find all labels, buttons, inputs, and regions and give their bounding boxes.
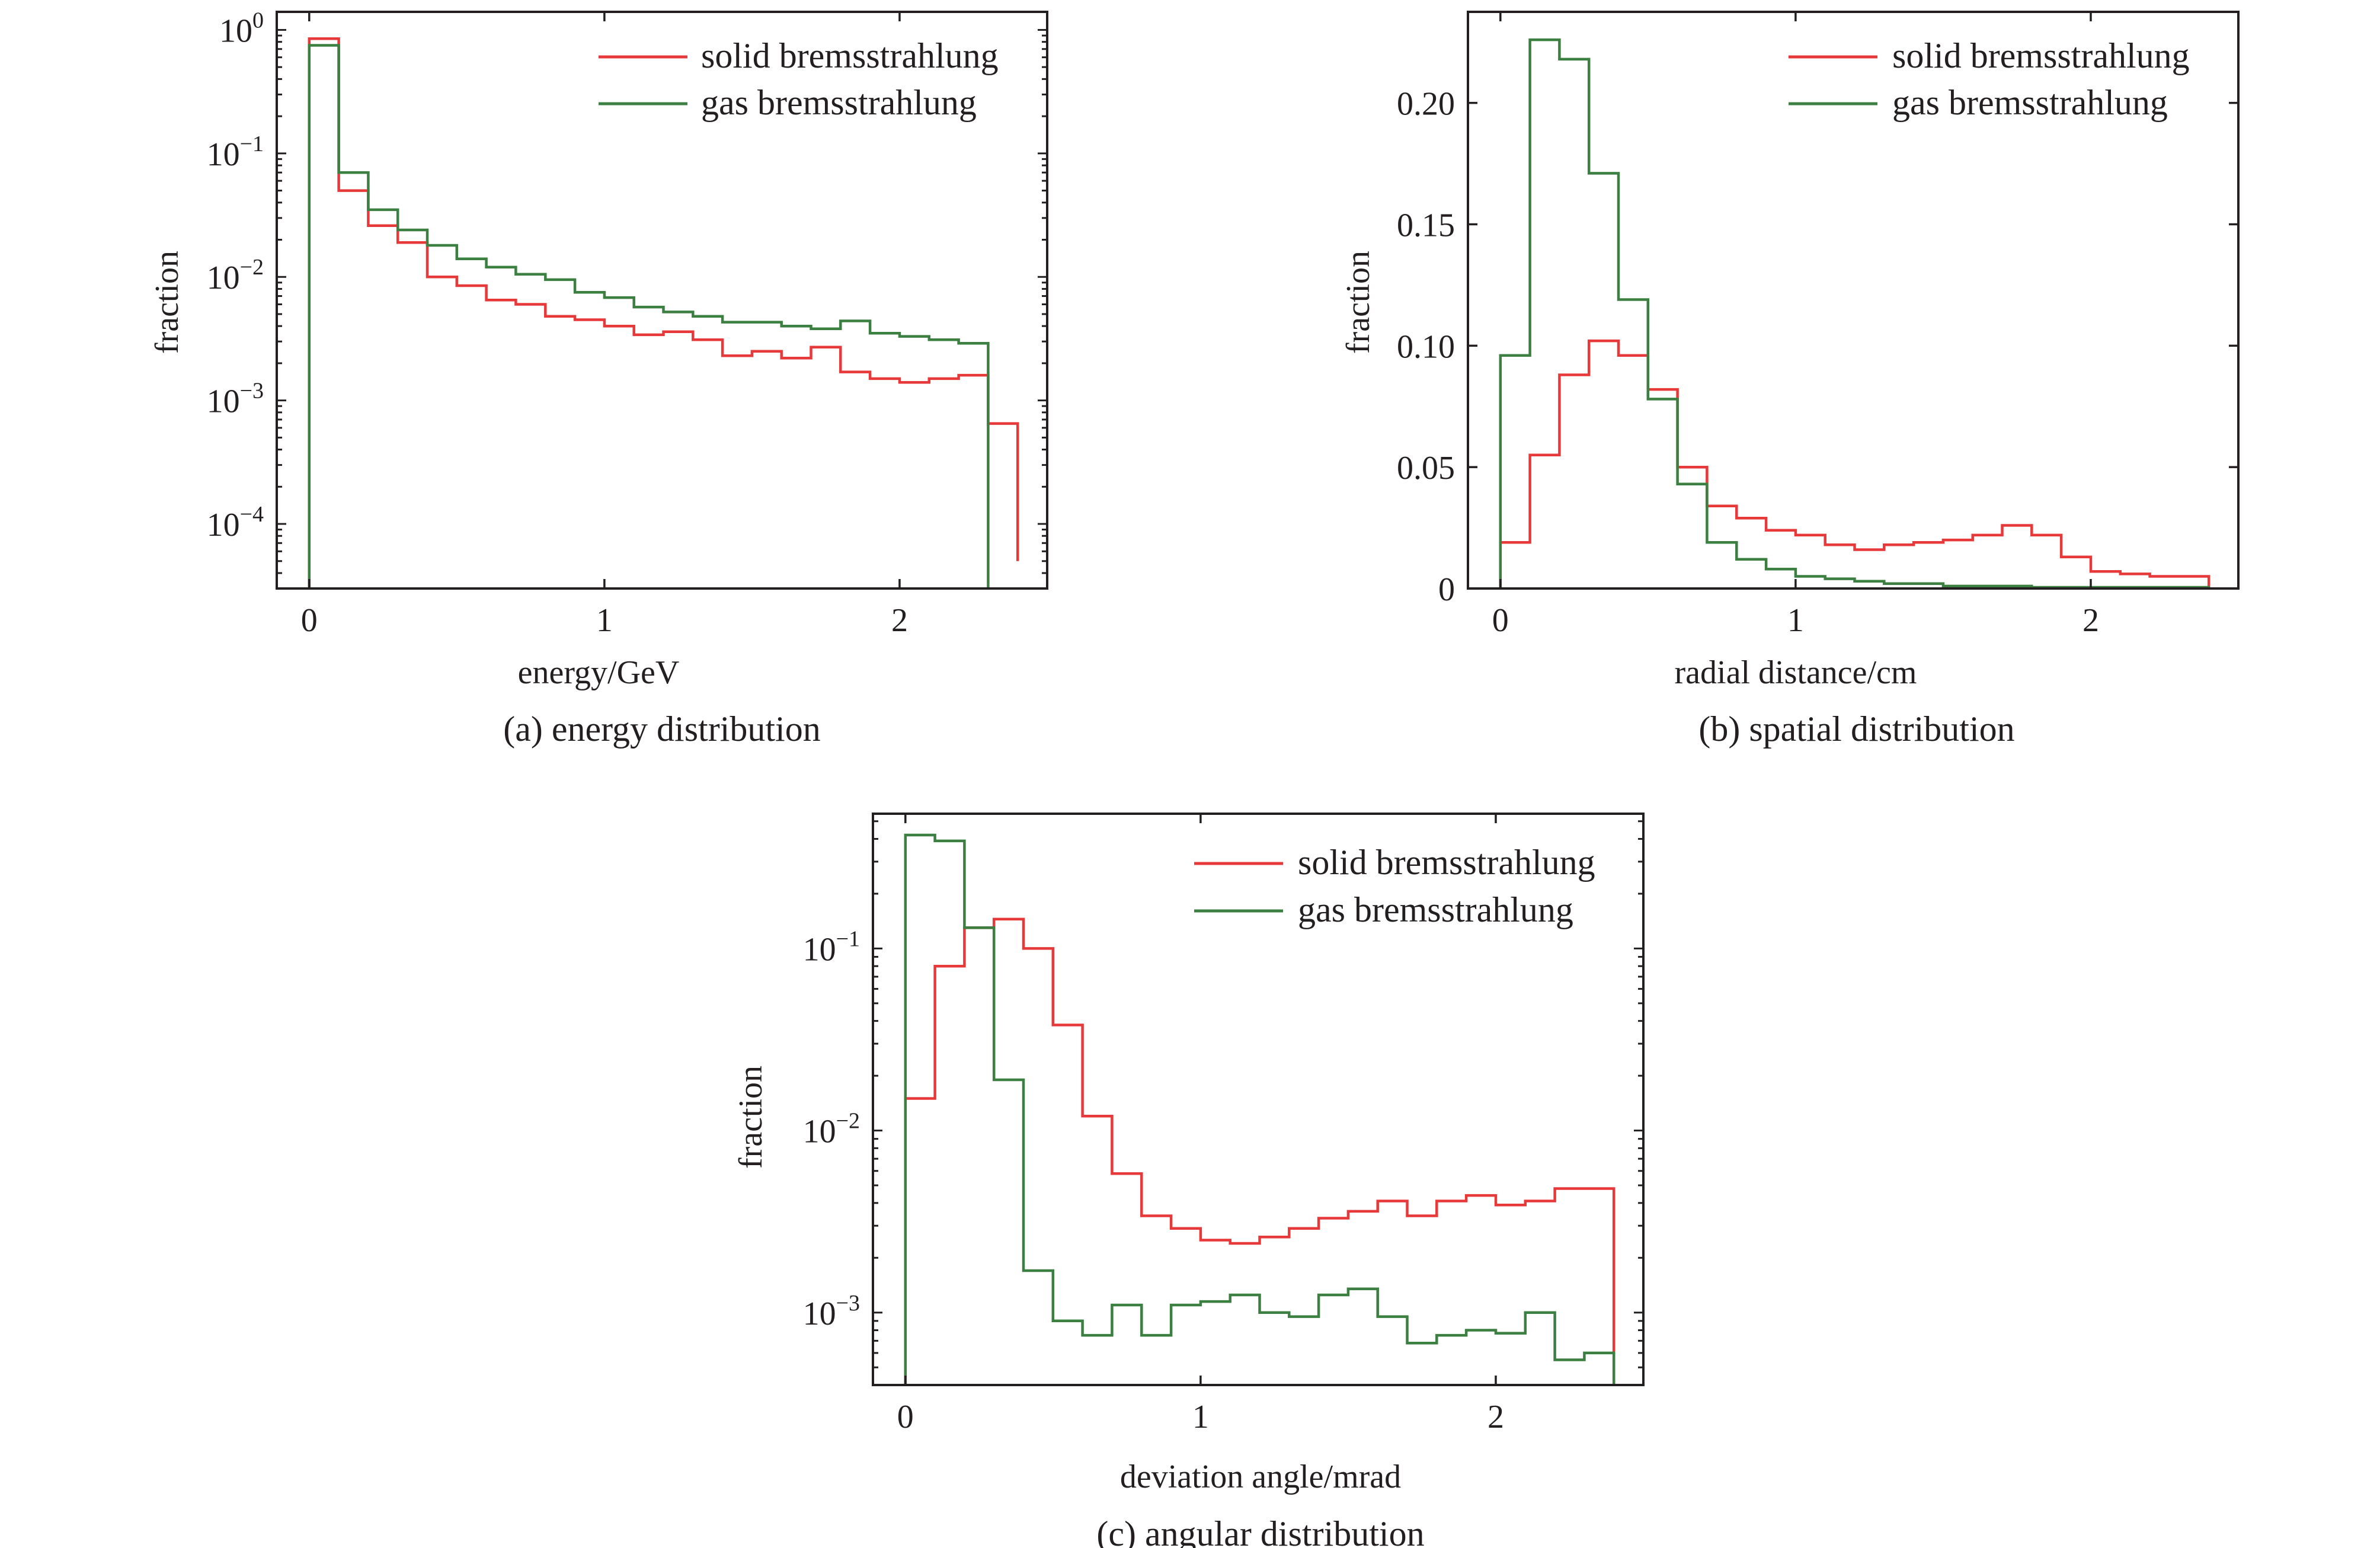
panel-b-ytick-label: 0.20 bbox=[1397, 86, 1455, 123]
panel-b-xtick-label: 1 bbox=[1787, 602, 1804, 639]
panel-c-ylabel: fraction bbox=[732, 1066, 769, 1169]
panel-b-legend: solid bremsstrahlung gas bremsstrahlung bbox=[1789, 36, 2190, 122]
panel-b-xtick-label: 2 bbox=[2082, 602, 2099, 639]
panel-a-ytick-label: 10−3 bbox=[207, 379, 264, 420]
panel-c-legend-solid-label: solid bremsstrahlung bbox=[1298, 843, 1595, 882]
panel-a-plot: 0 1 2 100 10−1 10−2 10−3 10−4 bbox=[207, 8, 1048, 639]
panel-c-xtick-label: 0 bbox=[897, 1399, 914, 1435]
panel-a-ytick-label: 10−1 bbox=[207, 132, 264, 173]
panel-b-series-solid bbox=[1499, 339, 2211, 589]
panel-a-caption: (a) energy distribution bbox=[503, 709, 820, 749]
panel-a-ytick-label: 100 bbox=[219, 8, 264, 49]
panel-b-axes-frame bbox=[1467, 11, 2240, 590]
panel-b-legend-gas-label: gas bremsstrahlung bbox=[1892, 83, 2168, 122]
panel-b-legend-solid-label: solid bremsstrahlung bbox=[1892, 36, 2190, 75]
panel-c: fraction deviation angle/mrad (c) angula… bbox=[732, 843, 1595, 1548]
panel-b-plot: 0 1 2 0 0.05 0.10 0.15 0.20 bbox=[1397, 11, 2240, 639]
panel-b-caption: (b) spatial distribution bbox=[1698, 709, 2014, 749]
panel-b-ytick-label: 0 bbox=[1438, 571, 1455, 608]
panel-c-legend-gas-label: gas bremsstrahlung bbox=[1298, 890, 1573, 929]
panel-a-ytick-label: 10−2 bbox=[207, 255, 264, 296]
panel-c-axes-frame bbox=[872, 813, 1645, 1386]
panel-a-legend-solid-label: solid bremsstrahlung bbox=[701, 36, 999, 75]
panel-b-ytick-label: 0.10 bbox=[1397, 328, 1455, 365]
panel-a-ylabel: fraction bbox=[149, 251, 185, 354]
panel-c-series-solid bbox=[904, 917, 1616, 1385]
panel-c-xlabel: deviation angle/mrad bbox=[1120, 1459, 1401, 1495]
panel-a-series-solid bbox=[308, 37, 1019, 589]
panel-a-xtick-label: 2 bbox=[891, 602, 908, 639]
panel-b-xtick-label: 0 bbox=[1492, 602, 1509, 639]
panel-a: fraction energy/GeV (a) energy distribut… bbox=[149, 36, 999, 749]
panel-a-legend-gas-label: gas bremsstrahlung bbox=[701, 83, 977, 122]
panel-c-caption: (c) angular distribution bbox=[1096, 1514, 1424, 1548]
panel-b: fraction radial distance/cm (b) spatial … bbox=[1340, 36, 2190, 749]
panel-a-legend: solid bremsstrahlung gas bremsstrahlung bbox=[599, 36, 999, 122]
panel-c-ytick-label: 10−3 bbox=[803, 1291, 860, 1332]
panel-b-ylabel: fraction bbox=[1340, 251, 1377, 354]
panel-c-ytick-label: 10−1 bbox=[803, 926, 860, 968]
panel-c-xtick-label: 1 bbox=[1192, 1399, 1209, 1435]
panel-c-series-gas bbox=[904, 833, 1616, 1385]
panel-b-ytick-label: 0.05 bbox=[1397, 450, 1455, 487]
panel-c-legend: solid bremsstrahlung gas bremsstrahlung bbox=[1194, 843, 1595, 929]
panel-a-xtick-label: 0 bbox=[301, 602, 318, 639]
panel-b-ytick-label: 0.15 bbox=[1397, 207, 1455, 244]
panel-a-ytick-label: 10−4 bbox=[207, 502, 264, 543]
panel-c-xtick-label: 2 bbox=[1488, 1399, 1504, 1435]
panel-a-xlabel: energy/GeV bbox=[518, 654, 680, 691]
panel-c-plot: 0 1 2 10−1 10−2 10−3 bbox=[803, 813, 1645, 1435]
panel-c-ytick-label: 10−2 bbox=[803, 1109, 860, 1150]
panel-a-axes-frame bbox=[276, 11, 1048, 590]
panel-a-series-gas bbox=[308, 44, 990, 589]
panel-a-xtick-label: 1 bbox=[596, 602, 613, 639]
panel-b-xlabel: radial distance/cm bbox=[1675, 654, 1917, 691]
